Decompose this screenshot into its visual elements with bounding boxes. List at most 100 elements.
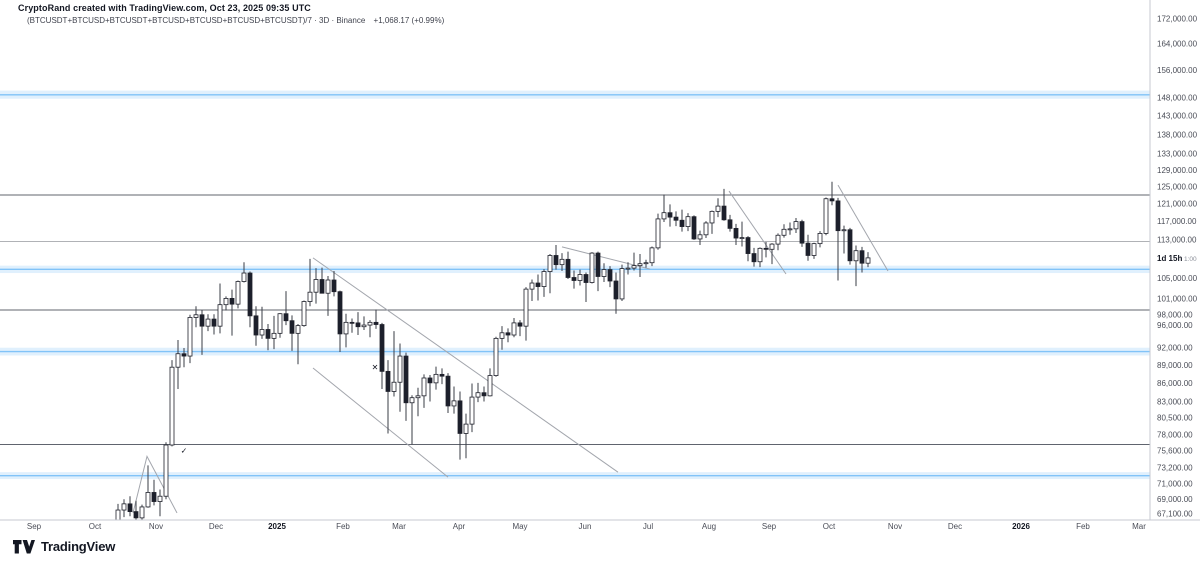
candle-up: [259, 329, 265, 336]
time-tick-label: Jul: [643, 522, 653, 531]
tradingview-logo-text: TradingView: [41, 539, 116, 554]
candle-up: [823, 198, 829, 234]
candle-up: [463, 423, 469, 434]
candle-up: [271, 332, 277, 339]
candle-up: [409, 397, 415, 404]
candle-up: [547, 255, 553, 272]
candle-up: [661, 212, 667, 220]
candle-down: [283, 313, 289, 322]
price-tick-label: 105,000.00: [1157, 274, 1198, 283]
price-tick-label: 113,000.00: [1157, 235, 1197, 244]
candle-up: [451, 400, 457, 407]
candle-up: [325, 279, 331, 294]
time-tick-label: Oct: [89, 522, 102, 531]
candle-down: [403, 355, 409, 404]
candle-down: [667, 212, 673, 218]
price-chart[interactable]: ✓✕172,000.00164,000.00156,000.00148,000.…: [0, 0, 1200, 533]
candle-down: [517, 322, 523, 327]
price-change-text: +1,068.17 (+0.99%): [373, 16, 445, 25]
time-tick-label: Nov: [149, 522, 163, 531]
candle-up: [415, 395, 421, 399]
candle-up: [139, 506, 145, 519]
price-tick-label: 71,000.00: [1157, 480, 1193, 489]
trendline: [728, 190, 787, 275]
candle-up: [511, 322, 517, 336]
candle-down: [553, 255, 559, 266]
time-tick-label: May: [512, 522, 527, 531]
candle-down: [427, 377, 433, 384]
candle-up: [643, 262, 649, 265]
candle-down: [211, 318, 217, 327]
candle-up: [115, 509, 121, 520]
price-tick-label: 86,000.00: [1157, 379, 1193, 388]
candle-up: [205, 318, 211, 327]
price-tick-label: 96,000.00: [1157, 321, 1193, 330]
candle-up: [781, 228, 787, 236]
candle-up: [625, 267, 631, 270]
candle-down: [265, 329, 271, 339]
candle-down: [571, 277, 577, 281]
candle-down: [439, 373, 445, 377]
time-tick-label: Apr: [453, 522, 466, 531]
candle-down: [319, 279, 325, 294]
candle-up: [157, 495, 163, 502]
tradingview-logo[interactable]: TradingView: [13, 539, 115, 554]
candle-down: [247, 272, 253, 317]
candle-down: [481, 392, 487, 397]
candle-down: [751, 253, 757, 263]
price-tick-label: 164,000.00: [1157, 40, 1198, 49]
price-tick-label: 67,100.00: [1157, 509, 1193, 518]
candle-down: [613, 280, 619, 300]
trendline: [837, 184, 889, 272]
candle-down: [745, 237, 751, 254]
candle-down: [253, 315, 259, 336]
candle-up: [121, 503, 127, 511]
candle-down: [607, 269, 613, 282]
plot-area: ✓✕: [0, 90, 1150, 520]
price-tick-label: 80,500.00: [1157, 414, 1193, 423]
time-tick-label: Oct: [823, 522, 836, 531]
cross-mark: ✕: [372, 363, 379, 372]
candle-down: [385, 370, 391, 392]
candle-up: [313, 279, 319, 293]
candle-up: [361, 324, 367, 328]
candle-up: [487, 375, 493, 397]
price-tick-label: 98,000.00: [1157, 310, 1193, 319]
candle-up: [187, 317, 193, 357]
candle-up: [277, 313, 283, 334]
candle-down: [133, 511, 139, 519]
candle-down: [691, 216, 697, 240]
candle-up: [715, 205, 721, 212]
candle-up: [577, 274, 583, 281]
candle-up: [601, 269, 607, 277]
time-tick-label: 2025: [268, 522, 286, 531]
trendline: [312, 367, 449, 478]
candle-down: [859, 250, 865, 264]
price-tick-label: 133,000.00: [1157, 150, 1198, 159]
candle-down: [733, 227, 739, 239]
price-tick-label: 121,000.00: [1157, 199, 1198, 208]
candle-down: [799, 221, 805, 244]
candle-up: [655, 218, 661, 249]
candle-down: [229, 298, 235, 305]
candle-down: [805, 242, 811, 256]
attribution-text: CryptoRand created with TradingView.com,…: [18, 3, 311, 13]
time-axis[interactable]: Sep Oct Nov Dec 2025 Feb Mar Apr May Jun Jul Aug Sep…: [27, 522, 1146, 531]
triangle-marker: [132, 454, 178, 514]
price-tick-label: 172,000.00: [1157, 15, 1198, 24]
candle-up: [529, 282, 535, 290]
candle-up: [619, 268, 625, 300]
candle-up: [343, 321, 349, 335]
price-axis[interactable]: 172,000.00 164,000.00 156,000.00 148,000.00…: [1157, 15, 1198, 519]
time-tick-label: 2026: [1012, 522, 1030, 531]
candle-up: [469, 396, 475, 425]
candle-up: [223, 298, 229, 306]
candle-up: [217, 304, 223, 327]
candle-up: [175, 353, 181, 368]
candle-down: [349, 321, 355, 324]
candle-down: [679, 219, 685, 227]
candle-up: [397, 355, 403, 383]
candle-up: [433, 373, 439, 384]
candle-up: [193, 314, 199, 318]
time-tick-label: Feb: [336, 522, 350, 531]
